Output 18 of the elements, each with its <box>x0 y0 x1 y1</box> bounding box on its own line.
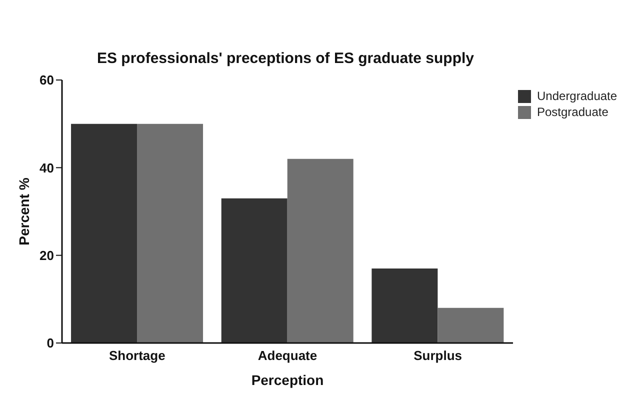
x-tick-label: Surplus <box>414 348 462 364</box>
y-tick-label: 0 <box>46 336 54 351</box>
x-tick-label: Shortage <box>108 348 166 364</box>
legend-label: Undergraduate <box>537 88 618 104</box>
x-tick-label: Adequate <box>258 348 318 364</box>
bar <box>438 308 504 343</box>
bar <box>71 124 138 343</box>
bar <box>372 268 438 343</box>
legend-label: Postgraduate <box>537 104 608 120</box>
y-tick-label: 20 <box>40 248 54 263</box>
y-axis-title: Percent % <box>16 177 32 246</box>
y-tick-label: 40 <box>40 160 54 176</box>
bar <box>287 158 354 343</box>
x-axis-title: Perception <box>251 372 324 388</box>
chart-title: ES professionals' preceptions of ES graduate supply <box>96 50 475 67</box>
bar <box>137 124 204 343</box>
bar <box>221 198 288 343</box>
y-tick-label: 60 <box>40 72 54 88</box>
